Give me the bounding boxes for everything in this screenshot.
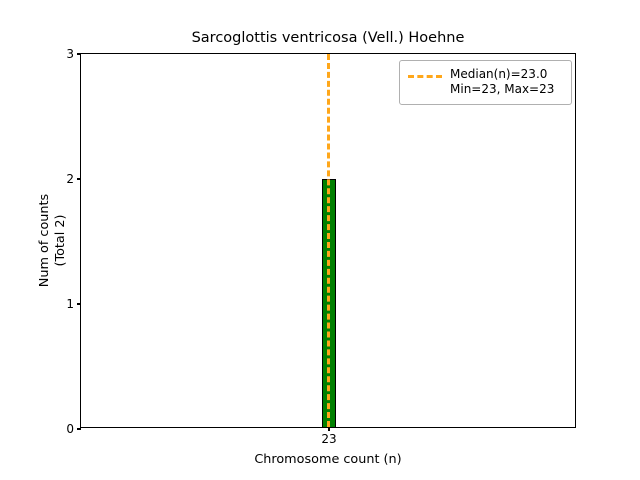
y-tick-mark [77,303,81,305]
y-axis-label-line-2: (Total 2) [53,214,68,267]
chart-title: Sarcoglottis ventricosa (Vell.) Hoehne [191,30,465,46]
y-axis-label-line-1: Num of counts [37,193,52,288]
x-tick-label: 23 [321,432,337,446]
y-tick-mark [77,428,81,430]
y-tick-label: 1 [66,297,74,311]
legend-minmax-label: Min=23, Max=23 [450,82,555,96]
y-tick-label: 2 [66,172,74,186]
y-tick-label: 3 [66,47,74,61]
y-tick-label: 0 [66,422,74,436]
x-axis-label: Chromosome count (n) [254,452,402,467]
dashed-line-icon [408,68,442,84]
y-tick-mark [77,53,81,55]
legend-median-label: Median(n)=23.0 [450,67,548,81]
x-tick-mark [328,427,330,431]
y-tick-mark [77,178,81,180]
plot-area [81,54,575,427]
legend-entry-text: Median(n)=23.0 Min=23, Max=23 [450,67,554,97]
legend-entry-median: Median(n)=23.0 Min=23, Max=23 [408,67,563,97]
y-axis-label: Num of counts (Total 2) [37,53,71,428]
median-line [327,54,331,427]
chart-legend: Median(n)=23.0 Min=23, Max=23 [399,60,572,105]
